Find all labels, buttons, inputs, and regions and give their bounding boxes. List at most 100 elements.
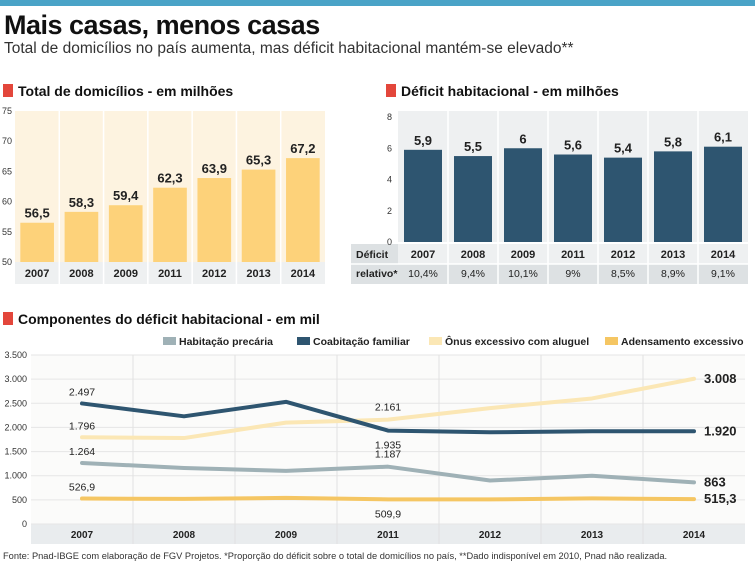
chart2-value-label: 5,6 (564, 138, 582, 153)
chart2-ytick-label: 0 (387, 237, 392, 247)
chart2-table-label: relativo* (356, 268, 398, 280)
square-marker-icon (386, 84, 396, 97)
chart1-bar (197, 178, 232, 262)
chart2-bar (454, 156, 492, 242)
chart2-title: Déficit habitacional - em milhões (401, 83, 619, 99)
chart1-title: Total de domicílios - em milhões (18, 83, 234, 99)
chart3-annotation: 3.008 (704, 371, 737, 386)
chart3-xtick-label: 2011 (377, 530, 399, 541)
chart1-ytick-label: 50 (2, 257, 12, 267)
chart3-legend-swatch (429, 337, 442, 345)
chart3-legend-swatch (163, 337, 176, 345)
chart2-xtick-label: 2013 (661, 249, 685, 261)
chart1-value-label: 65,3 (246, 153, 271, 168)
chart3-annotation: 1.935 (375, 440, 401, 452)
chart2-table-value: 8,9% (661, 268, 685, 280)
chart1-bar (108, 205, 143, 262)
chart2-xtick-label: 2012 (611, 249, 635, 261)
chart2-xtick-label: 2008 (461, 249, 485, 261)
chart3-annotation: 526,9 (69, 482, 95, 494)
chart3-heading: Componentes do déficit habitacional - em… (3, 311, 320, 327)
chart2-bar (704, 146, 742, 242)
chart2-table-value: 10,4% (408, 268, 438, 280)
chart1-xtick-label: 2013 (246, 268, 270, 280)
chart2-bar (554, 154, 592, 242)
chart3-legend-label: Habitação precária (179, 336, 273, 348)
chart1-ytick-label: 55 (2, 227, 12, 237)
chart3-ytick-label: 2.500 (4, 398, 27, 408)
chart3-ytick-label: 1.500 (4, 447, 27, 457)
chart3-annotation: 1.796 (69, 420, 95, 432)
chart3-ytick-label: 3.000 (4, 374, 27, 384)
chart1-bar (241, 169, 276, 262)
chart2-heading: Déficit habitacional - em milhões (386, 83, 619, 99)
chart3-xtick-label: 2007 (71, 530, 94, 541)
chart3-annotation: 1.187 (375, 449, 401, 461)
chart2-ytick-label: 6 (387, 143, 392, 153)
chart2-table-label: Déficit (356, 249, 389, 261)
chart3-ytick-label: 500 (12, 495, 27, 505)
chart2-value-label: 5,8 (664, 134, 682, 149)
chart3-ytick-label: 1.000 (4, 471, 27, 481)
page-subtitle: Total de domicílios no país aumenta, mas… (4, 40, 574, 57)
chart2-ytick-label: 8 (387, 112, 392, 122)
chart3-ytick-label: 2.000 (4, 422, 27, 432)
chart2-table-value: 8,5% (611, 268, 635, 280)
chart3-annotation: 2.161 (375, 402, 401, 414)
chart1-ytick-label: 75 (2, 106, 12, 116)
chart2-bar (604, 157, 642, 242)
chart3-series-line (80, 376, 696, 441)
chart3-series-line (80, 460, 696, 485)
chart1-xtick-label: 2012 (202, 268, 226, 280)
chart1-bar (153, 187, 187, 262)
square-marker-icon (3, 312, 13, 325)
chart3-legend-label: Adensamento excessivo (621, 336, 744, 348)
chart2-bar (404, 149, 442, 242)
chart2-xtick-label: 2014 (711, 249, 736, 261)
chart1-xtick-label: 2011 (158, 268, 182, 280)
chart2-axis-band (398, 244, 748, 264)
chart1-value-label: 56,5 (24, 206, 49, 221)
chart3-annotation: 509,9 (375, 508, 401, 520)
chart1-bar (64, 211, 99, 262)
chart1-xtick-label: 2014 (291, 268, 316, 280)
chart2-xtick-label: 2011 (561, 249, 585, 261)
chart1-ytick-label: 65 (2, 166, 12, 176)
chart3-ytick-label: 0 (22, 519, 27, 529)
chart2-value-label: 5,5 (464, 139, 482, 154)
source-note: Fonte: Pnad-IBGE com elaboração de FGV P… (3, 551, 668, 561)
chart2-xtick-label: 2007 (411, 249, 435, 261)
chart3-series-line (80, 399, 696, 435)
chart1-bar (286, 158, 320, 262)
chart1-xtick-label: 2008 (69, 268, 93, 280)
chart1-xtick-label: 2009 (113, 268, 137, 280)
chart2-table-value: 9,4% (461, 268, 485, 280)
page-title: Mais casas, menos casas (4, 10, 320, 40)
chart3-annotation: 1.920 (704, 423, 737, 438)
chart1-bar (20, 222, 54, 262)
chart2-table-value: 9,1% (711, 268, 735, 280)
chart3-legend-swatch (605, 337, 618, 345)
chart3-annotation: 2.497 (69, 386, 95, 398)
chart3-legend-swatch (297, 337, 310, 345)
chart3-xtick-label: 2013 (581, 530, 604, 541)
chart1-value-label: 62,3 (157, 171, 182, 186)
chart3-ytick-label: 3.500 (4, 350, 27, 360)
square-marker-icon (3, 84, 13, 97)
chart2-table-value: 10,1% (508, 268, 538, 280)
chart3-xtick-label: 2014 (683, 530, 706, 541)
chart1-ytick-label: 70 (2, 136, 12, 146)
chart1-xtick-label: 2007 (25, 268, 49, 280)
chart3-legend-label: Ônus excessivo com aluguel (445, 335, 589, 348)
chart2-value-label: 5,9 (414, 133, 432, 148)
chart3-annotation: 863 (704, 474, 726, 489)
chart2-ytick-label: 4 (387, 175, 392, 185)
chart2-value-label: 5,4 (614, 141, 633, 156)
chart3-series-line (80, 495, 696, 502)
chart2-bar (654, 151, 692, 242)
top-accent-bar (0, 0, 755, 6)
chart1-heading: Total de domicílios - em milhões (3, 83, 233, 99)
chart3-xtick-label: 2009 (275, 530, 298, 541)
chart1-axis-band (15, 262, 325, 284)
